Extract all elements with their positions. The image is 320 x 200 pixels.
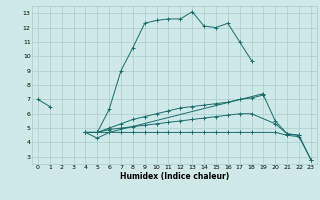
X-axis label: Humidex (Indice chaleur): Humidex (Indice chaleur) bbox=[120, 172, 229, 181]
